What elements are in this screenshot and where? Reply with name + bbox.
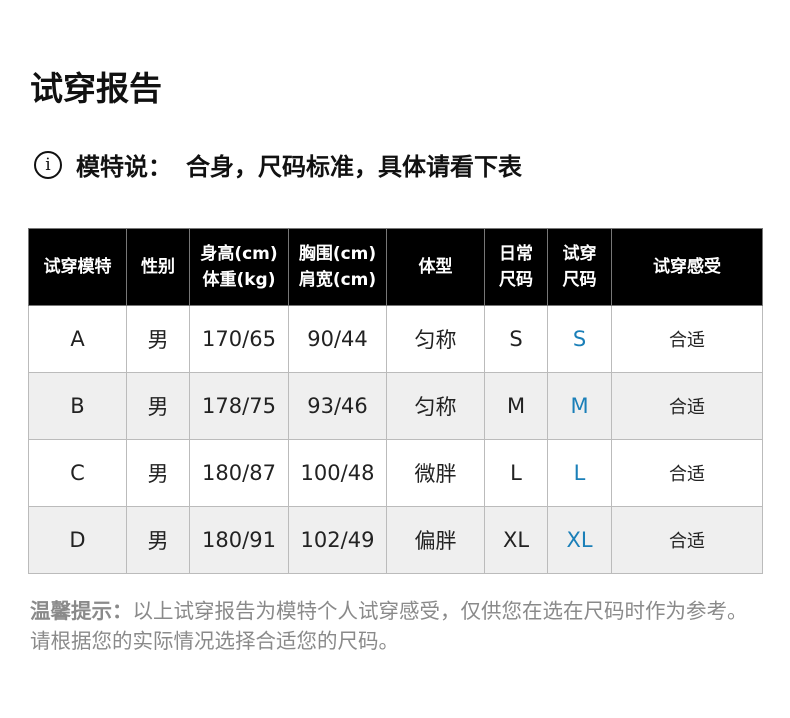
table-cell: S	[484, 305, 548, 373]
table-cell: 匀称	[386, 305, 485, 373]
table-row: D 男 180/91 102/49 偏胖 XL XL 合适	[28, 506, 763, 574]
header-line: 试穿感受	[653, 257, 721, 277]
column-header: 试穿感受	[611, 228, 763, 306]
table-cell: L	[484, 439, 548, 507]
table-cell: 170/65	[189, 305, 289, 373]
table-cell: 合适	[611, 506, 763, 574]
table-cell: M	[547, 372, 612, 440]
table-cell: 102/49	[288, 506, 387, 574]
table-cell: 合适	[611, 439, 763, 507]
header-line: 试穿模特	[43, 257, 112, 277]
table-cell: 微胖	[386, 439, 485, 507]
column-header: 试穿 尺码	[547, 228, 612, 306]
table-cell: 男	[126, 305, 190, 373]
tip: 温馨提示：以上试穿报告为模特个人试穿感受，仅供您在选在尺码时作为参考。请根据您的…	[30, 596, 760, 656]
header-line: 体重(kg)	[202, 270, 276, 290]
table-cell: A	[28, 305, 127, 373]
table-cell: C	[28, 439, 127, 507]
table-cell: 匀称	[386, 372, 485, 440]
table-cell: 偏胖	[386, 506, 485, 574]
note-label: 模特说：	[76, 153, 172, 181]
table-cell: 男	[126, 506, 190, 574]
table-cell: 合适	[611, 305, 763, 373]
table-cell: D	[28, 506, 127, 574]
page-title: 试穿报告	[30, 69, 162, 108]
header-line: 胸围(cm)	[298, 244, 377, 264]
header-line: 体型	[418, 257, 453, 277]
table-row: B 男 178/75 93/46 匀称 M M 合适	[28, 372, 763, 440]
column-header: 性别	[126, 228, 190, 306]
table-cell: XL	[547, 506, 612, 574]
table-cell: S	[547, 305, 612, 373]
info-icon: i	[34, 150, 62, 179]
column-header: 日常 尺码	[484, 228, 548, 306]
column-header: 身高(cm) 体重(kg)	[189, 228, 289, 306]
table-cell: 男	[126, 372, 190, 440]
table-cell: B	[28, 372, 127, 440]
header-line: 日常	[499, 244, 533, 264]
table-row: A 男 170/65 90/44 匀称 S S 合适	[28, 305, 763, 373]
table-cell: XL	[484, 506, 548, 574]
column-header: 体型	[386, 228, 485, 306]
column-header: 试穿模特	[28, 228, 127, 306]
table-cell: 180/87	[189, 439, 289, 507]
table-cell: 100/48	[288, 439, 387, 507]
table-cell: 93/46	[288, 372, 387, 440]
fit-report-table: 试穿模特 性别 身高(cm) 体重(kg) 胸围(cm) 肩宽(cm) 体型 日常 尺码 试穿 尺码…	[28, 228, 763, 574]
header-line: 尺码	[562, 270, 597, 290]
table-cell: 178/75	[189, 372, 289, 440]
table-row: C 男 180/87 100/48 微胖 L L 合适	[28, 439, 763, 507]
column-header: 胸围(cm) 肩宽(cm)	[288, 228, 387, 306]
header-line: 性别	[141, 257, 175, 277]
table-cell: 180/91	[189, 506, 289, 574]
header-line: 肩宽(cm)	[298, 270, 377, 290]
header-line: 试穿	[562, 244, 597, 264]
tip-label: 温馨提示：	[30, 599, 133, 623]
table-cell: 合适	[611, 372, 763, 440]
note-text: 合身，尺码标准，具体请看下表	[186, 153, 522, 181]
table-cell: L	[547, 439, 612, 507]
table-cell: 男	[126, 439, 190, 507]
model-note: i 模特说： 合身，尺码标准，具体请看下表	[34, 147, 522, 182]
tip-text: 以上试穿报告为模特个人试穿感受，仅供您在选在尺码时作为参考。请根据您的实际情况选…	[30, 599, 748, 653]
header-line: 身高(cm)	[200, 244, 278, 264]
table-cell: 90/44	[288, 305, 387, 373]
table-cell: M	[484, 372, 548, 440]
header-line: 尺码	[499, 270, 533, 290]
